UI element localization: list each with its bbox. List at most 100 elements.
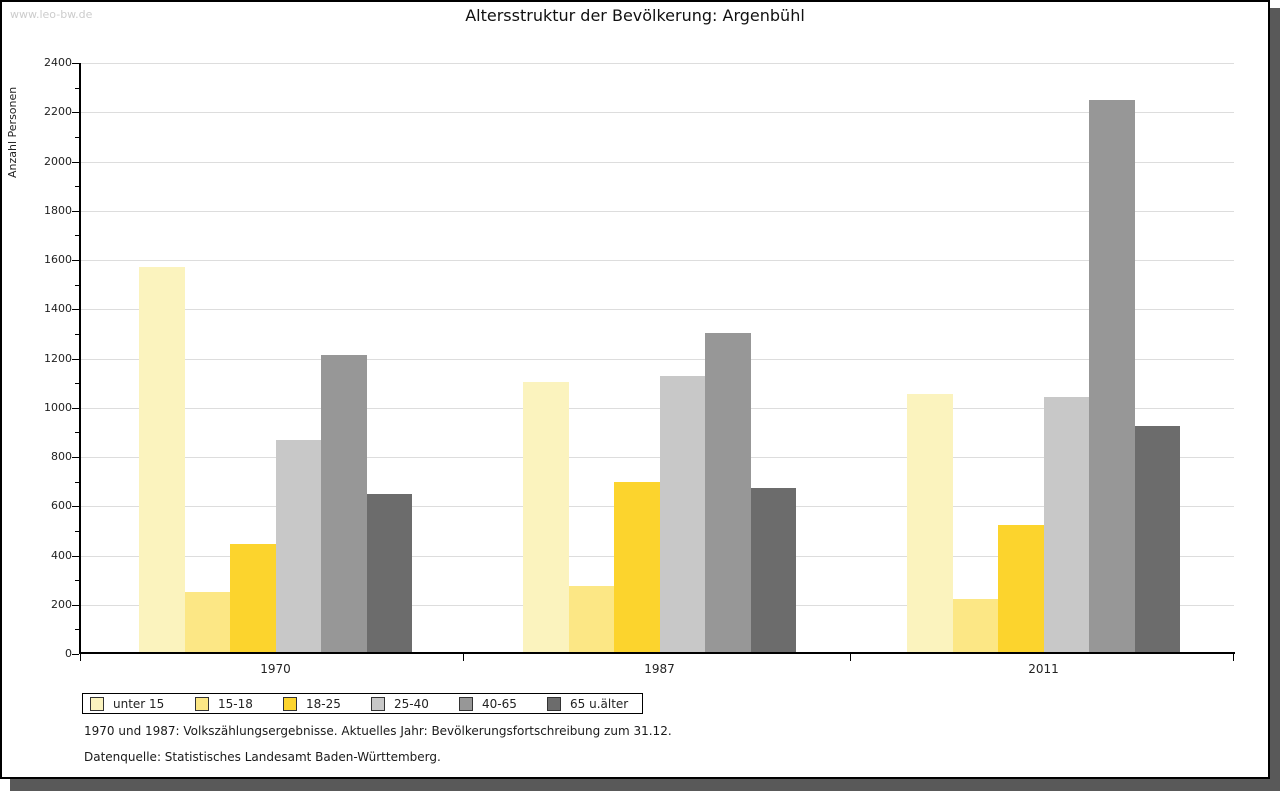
y-tick-label-400: 400 bbox=[51, 549, 72, 562]
bar-40-65-2011 bbox=[1089, 100, 1135, 654]
bar-15-18-1970 bbox=[184, 592, 230, 654]
y-tick-major bbox=[72, 162, 79, 163]
x-tick-label-1987: 1987 bbox=[644, 662, 675, 676]
x-tick-label-2011: 2011 bbox=[1028, 662, 1059, 676]
gridline-2200 bbox=[80, 112, 1234, 113]
y-tick-minor bbox=[75, 88, 79, 89]
gridline-1200 bbox=[80, 359, 1234, 360]
y-tick-minor bbox=[75, 432, 79, 433]
legend-item-15-18: 15-18 bbox=[195, 696, 283, 711]
y-tick-major bbox=[72, 506, 79, 507]
y-tick-label-1000: 1000 bbox=[44, 401, 72, 414]
chart-title: Altersstruktur der Bevölkerung: Argenbüh… bbox=[465, 6, 805, 25]
bar-unter-15-2011 bbox=[907, 394, 953, 654]
gridline-1600 bbox=[80, 260, 1234, 261]
bar-65-u-lter-1970 bbox=[366, 494, 412, 654]
y-tick-minor bbox=[75, 383, 79, 384]
bar-65-u-lter-2011 bbox=[1134, 426, 1180, 654]
x-tick bbox=[1233, 654, 1234, 661]
legend-swatch-25-40 bbox=[371, 696, 385, 711]
legend-box: unter 15 15-18 18-25 25-40 40-65 65 u.älter bbox=[82, 693, 643, 714]
legend-item-65-u-lter: 65 u.älter bbox=[547, 696, 629, 711]
legend-swatch-65-u-lter bbox=[547, 696, 561, 711]
y-tick-major bbox=[72, 654, 79, 655]
bar-65-u-lter-1987 bbox=[750, 488, 796, 654]
y-tick-major bbox=[72, 260, 79, 261]
gridline-2000 bbox=[80, 162, 1234, 163]
y-tick-label-1600: 1600 bbox=[44, 253, 72, 266]
x-tick bbox=[463, 654, 464, 661]
window-shadow-right bbox=[1270, 8, 1280, 791]
y-tick-minor bbox=[75, 629, 79, 630]
y-tick-minor bbox=[75, 137, 79, 138]
bar-25-40-2011 bbox=[1043, 397, 1089, 654]
x-tick bbox=[80, 654, 81, 661]
bar-18-25-1970 bbox=[230, 544, 276, 654]
footnote-source-method: 1970 und 1987: Volkszählungsergebnisse. … bbox=[84, 724, 672, 738]
y-tick-major bbox=[72, 556, 79, 557]
bar-18-25-2011 bbox=[998, 525, 1044, 654]
y-axis-line bbox=[79, 63, 81, 654]
y-tick-label-2000: 2000 bbox=[44, 155, 72, 168]
legend-label: 65 u.älter bbox=[570, 696, 629, 711]
y-tick-major bbox=[72, 457, 79, 458]
y-tick-minor bbox=[75, 334, 79, 335]
bar-unter-15-1987 bbox=[523, 382, 569, 654]
legend-swatch-40-65 bbox=[459, 696, 473, 711]
bar-15-18-1987 bbox=[568, 586, 614, 654]
window-shadow-bottom bbox=[10, 779, 1270, 791]
y-tick-major bbox=[72, 309, 79, 310]
legend-label: 25-40 bbox=[394, 696, 429, 711]
y-tick-minor bbox=[75, 186, 79, 187]
legend-swatch-15-18 bbox=[195, 696, 209, 711]
y-tick-major bbox=[72, 359, 79, 360]
gridline-2400 bbox=[80, 63, 1234, 64]
legend-label: 15-18 bbox=[218, 696, 253, 711]
y-tick-label-1400: 1400 bbox=[44, 302, 72, 315]
y-tick-label-2400: 2400 bbox=[44, 56, 72, 69]
legend-item-18-25: 18-25 bbox=[283, 696, 371, 711]
y-tick-label-600: 600 bbox=[51, 499, 72, 512]
y-tick-major bbox=[72, 408, 79, 409]
x-tick-label-1970: 1970 bbox=[260, 662, 291, 676]
legend-item-25-40: 25-40 bbox=[371, 696, 459, 711]
y-tick-label-200: 200 bbox=[51, 598, 72, 611]
y-tick-minor bbox=[75, 482, 79, 483]
y-tick-minor bbox=[75, 285, 79, 286]
y-tick-minor bbox=[75, 580, 79, 581]
y-axis-title: Anzahl Personen bbox=[6, 86, 19, 178]
gridline-1800 bbox=[80, 211, 1234, 212]
footnote-data-source: Datenquelle: Statistisches Landesamt Bad… bbox=[84, 750, 441, 764]
legend-label: 40-65 bbox=[482, 696, 517, 711]
legend-item-40-65: 40-65 bbox=[459, 696, 547, 711]
bar-40-65-1987 bbox=[705, 333, 751, 654]
y-tick-label-1200: 1200 bbox=[44, 352, 72, 365]
bar-unter-15-1970 bbox=[139, 267, 185, 654]
bar-25-40-1987 bbox=[659, 376, 705, 654]
y-tick-label-0: 0 bbox=[65, 647, 72, 660]
bar-18-25-1987 bbox=[614, 482, 660, 654]
y-tick-label-2200: 2200 bbox=[44, 105, 72, 118]
x-tick bbox=[850, 654, 851, 661]
y-tick-label-800: 800 bbox=[51, 450, 72, 463]
bar-15-18-2011 bbox=[952, 599, 998, 654]
y-tick-minor bbox=[75, 531, 79, 532]
y-tick-label-1800: 1800 bbox=[44, 204, 72, 217]
watermark: www.leo-bw.de bbox=[10, 8, 93, 21]
y-tick-major bbox=[72, 211, 79, 212]
bar-25-40-1970 bbox=[275, 440, 321, 654]
gridline-1400 bbox=[80, 309, 1234, 310]
y-tick-major bbox=[72, 112, 79, 113]
legend-item-unter-15: unter 15 bbox=[90, 696, 195, 711]
bar-40-65-1970 bbox=[321, 355, 367, 654]
y-tick-major bbox=[72, 605, 79, 606]
y-tick-major bbox=[72, 63, 79, 64]
legend-swatch-unter-15 bbox=[90, 696, 104, 711]
plot-area: 0 200 400 600 800 1000 1200 1400 1600 1800 2000 220… bbox=[44, 56, 1235, 676]
gridline-800 bbox=[80, 457, 1234, 458]
legend-swatch-18-25 bbox=[283, 696, 297, 711]
gridline-1000 bbox=[80, 408, 1234, 409]
chart-sheet: www.leo-bw.de Altersstruktur der Bevölke… bbox=[0, 0, 1270, 779]
x-axis-line bbox=[79, 652, 1235, 654]
